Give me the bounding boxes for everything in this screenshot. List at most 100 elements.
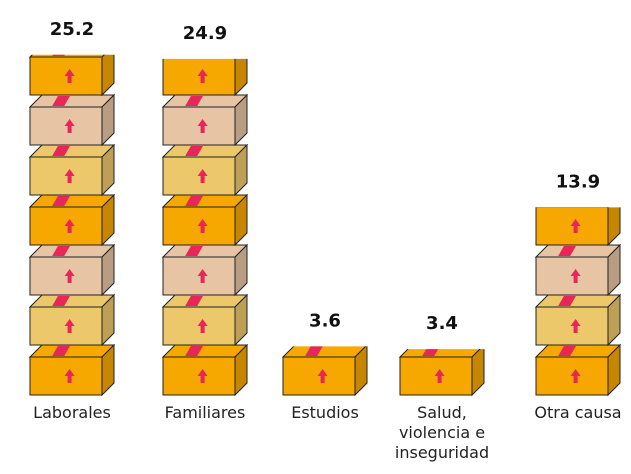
tape [422,296,440,306]
box-side [607,243,621,297]
tape [185,146,203,156]
box-side [355,295,367,345]
box-side [102,0,114,45]
arrow [197,169,208,183]
box-side [234,58,248,97]
value-label: 25.2 [50,19,94,40]
box-side [234,93,248,147]
box-top [163,0,247,7]
tape [558,246,576,256]
tape [52,146,70,156]
box-side [354,346,368,397]
tape [52,246,70,256]
box-top [28,344,116,358]
category-label: Otra causa [534,403,622,422]
arrow [197,319,208,333]
box-top [28,194,116,208]
tape [558,346,576,356]
box-side [235,0,247,45]
arrow [64,369,75,383]
box-side [101,143,115,197]
box-side [101,54,115,97]
box-top [161,294,249,308]
tape [52,54,70,56]
box-top [536,145,620,157]
tape [558,196,576,206]
box-side [234,293,248,347]
tape [558,296,576,306]
tape [185,96,203,106]
arrow [570,269,581,283]
box-side [607,343,621,397]
box-side [607,207,621,247]
arrow [570,319,581,333]
box-side [472,295,484,345]
box-top [534,244,622,258]
box-top [161,194,249,208]
box-top [28,94,116,108]
tape [305,296,323,306]
category-label: Familiares [164,403,246,422]
box-top [163,45,247,57]
tape [185,296,203,306]
box-top [28,244,116,258]
category-label: Laborales [33,403,111,422]
box-side [101,293,115,347]
box-top [400,295,484,307]
bar [161,0,249,397]
box-top [283,295,367,307]
box-top [161,244,249,258]
box-side [471,349,485,397]
tape [185,196,203,206]
box-front [535,207,609,246]
bar [398,295,485,397]
arrow [197,219,208,233]
tape [52,296,70,306]
box-top [281,346,367,358]
tape [52,96,70,106]
arrow [570,219,581,233]
arrow [197,69,208,83]
arrow [64,119,75,133]
arrow [64,169,75,183]
box-top [398,349,481,358]
arrow [434,369,445,383]
arrow [570,369,581,383]
value-label: 13.9 [556,171,600,192]
box-side [607,293,621,347]
box-side [101,93,115,147]
box-side [101,343,115,397]
box-top [534,344,622,358]
bar [534,145,622,397]
box-top [161,94,249,108]
box-top [30,0,114,7]
box-top [161,344,249,358]
tape [185,0,203,6]
tape [52,0,70,6]
box-side [101,243,115,297]
box-top [28,294,116,308]
tape [52,196,70,206]
box-side [234,193,248,247]
arrow [197,269,208,283]
tape [52,346,70,356]
tape [185,346,203,356]
bar [281,295,368,397]
box-side [234,343,248,397]
value-label: 3.4 [426,313,458,334]
box-top [28,144,116,158]
box-side [608,145,620,195]
value-label: 24.9 [183,23,227,44]
box-side [234,243,248,297]
box-top [28,54,105,58]
box-side [101,193,115,247]
category-label: Estudios [291,403,359,422]
box-top [534,294,622,308]
box-top [161,144,249,158]
tape [558,146,576,156]
tape [185,46,203,56]
bar [28,0,116,397]
value-label: 3.6 [309,310,341,331]
